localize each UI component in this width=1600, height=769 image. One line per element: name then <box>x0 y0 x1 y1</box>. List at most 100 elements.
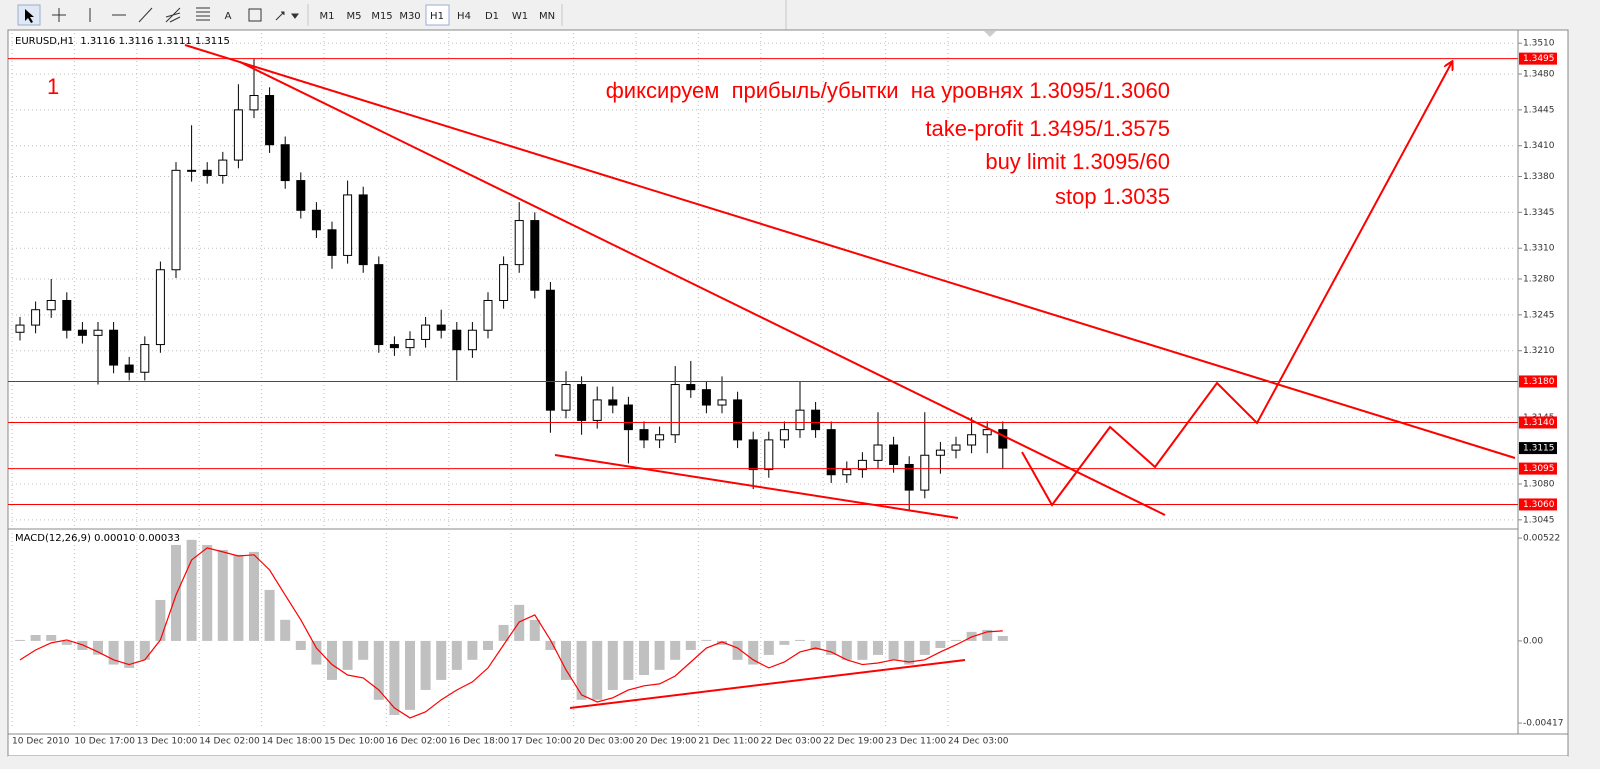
histogram-bar <box>46 635 57 641</box>
trendline-button[interactable] <box>138 7 153 23</box>
candle-body <box>623 404 633 431</box>
annotation: buy limit 1.3095/60 <box>985 149 1170 174</box>
histogram-bar <box>701 639 712 641</box>
timeframe-button[interactable]: M5 <box>347 11 362 22</box>
candle-body <box>296 180 306 211</box>
x-tick-label: 16 Dec 02:00 <box>386 737 447 747</box>
candle-body <box>530 220 540 291</box>
candle-body <box>109 329 119 366</box>
candle-body <box>717 399 727 406</box>
histogram-bar <box>717 640 727 645</box>
candle-body <box>233 109 243 161</box>
histogram-bar <box>124 640 135 668</box>
histogram-bar <box>171 544 181 641</box>
forecast-path <box>1021 62 1452 507</box>
histogram-bar <box>483 640 493 650</box>
x-tick-label: 17 Dec 10:00 <box>511 737 572 747</box>
y-tick-label: 0.00522 <box>1523 534 1560 544</box>
candle-body <box>499 264 509 301</box>
candle-body <box>327 229 337 256</box>
x-tick-label: 14 Dec 02:00 <box>199 737 260 747</box>
histogram-bar <box>841 640 852 660</box>
label-tool[interactable] <box>248 8 262 22</box>
timeframe-button[interactable]: M30 <box>399 11 420 22</box>
indicator-title: MACD(12,26,9) 0.00010 0.00033 <box>15 533 180 544</box>
timeframe-button[interactable]: MN <box>539 11 555 22</box>
histogram-bar <box>155 599 166 641</box>
histogram-bar <box>373 640 384 700</box>
histogram-bar <box>826 640 837 655</box>
histogram-bar <box>15 639 25 641</box>
histogram-bar <box>888 640 899 660</box>
x-tick-label: 24 Dec 03:00 <box>948 737 1009 747</box>
histogram-bar <box>280 619 291 641</box>
candle-body <box>842 469 852 476</box>
histogram-bar <box>997 635 1008 641</box>
histogram-bar <box>857 640 868 660</box>
histogram-bar <box>93 640 103 655</box>
x-tick-label: 10 Dec 2010 <box>12 737 70 747</box>
bid-label: 1.3115 <box>1523 444 1555 454</box>
candle-body <box>733 399 743 441</box>
histogram-bar <box>405 640 415 710</box>
histogram-bar <box>873 640 883 655</box>
y-tick-label: 1.3310 <box>1523 244 1555 254</box>
x-tick-label: 15 Dec 10:00 <box>324 737 385 747</box>
fibo-button[interactable] <box>196 7 210 21</box>
level-label: 1.3060 <box>1523 500 1555 510</box>
level-tag <box>1519 52 1557 65</box>
y-tick-label: 1.3345 <box>1523 208 1555 218</box>
histogram-bar <box>61 640 72 645</box>
candle-body <box>826 429 836 476</box>
candle-body <box>701 389 711 406</box>
histogram-bar <box>186 539 197 641</box>
candle-body <box>889 444 899 465</box>
candle-body <box>249 95 259 111</box>
timeframe-button[interactable]: M1 <box>320 11 335 22</box>
histogram-bar <box>311 640 322 665</box>
timeframe-button[interactable]: W1 <box>512 11 528 22</box>
toolbar: A M1 M5 M15 M30 H1 H4 D1 W1 MN <box>0 0 1600 30</box>
shift-marker <box>984 31 996 37</box>
histogram-bar <box>951 639 961 641</box>
candle-body <box>15 324 25 333</box>
x-tick-label: 20 Dec 19:00 <box>636 737 697 747</box>
candle-body <box>857 459 867 471</box>
candle-body <box>218 159 228 176</box>
trend-line <box>239 61 1166 516</box>
candle-body <box>748 439 758 471</box>
candle-body <box>467 329 477 351</box>
histogram-bar <box>607 640 618 690</box>
crosshair-button[interactable] <box>52 8 66 22</box>
candle-body <box>93 329 103 336</box>
arrows-tool[interactable] <box>275 11 299 21</box>
timeframe-button[interactable]: H4 <box>457 11 471 22</box>
x-tick-label: 13 Dec 10:00 <box>137 737 198 747</box>
candle-body <box>452 329 462 351</box>
candle-body <box>967 434 977 446</box>
timeframe-button[interactable]: D1 <box>485 11 499 22</box>
y-tick-label: 0.00 <box>1523 636 1543 646</box>
timeframe-button[interactable]: M15 <box>371 11 392 22</box>
candle-body <box>265 95 275 146</box>
candle-body <box>46 299 56 311</box>
annotation: stop 1.3035 <box>1055 184 1170 209</box>
histogram-bar <box>810 640 821 650</box>
histogram-bar <box>919 640 930 655</box>
candle-body <box>436 324 446 331</box>
histogram-bar <box>139 640 150 660</box>
histogram-bar <box>202 544 213 641</box>
level-tag <box>1519 375 1557 388</box>
channel-button[interactable] <box>165 7 181 23</box>
x-tick-label: 20 Dec 03:00 <box>574 737 635 747</box>
panel-border <box>8 30 1568 735</box>
text-tool[interactable]: A <box>225 11 232 22</box>
candle-body <box>171 169 181 271</box>
level-label: 1.3180 <box>1523 377 1555 387</box>
timeframe-button[interactable]: H1 <box>430 11 444 22</box>
histogram-bar <box>342 640 353 670</box>
level-label: 1.3495 <box>1523 54 1555 64</box>
candle-body <box>374 264 384 346</box>
candle-body <box>358 194 368 266</box>
